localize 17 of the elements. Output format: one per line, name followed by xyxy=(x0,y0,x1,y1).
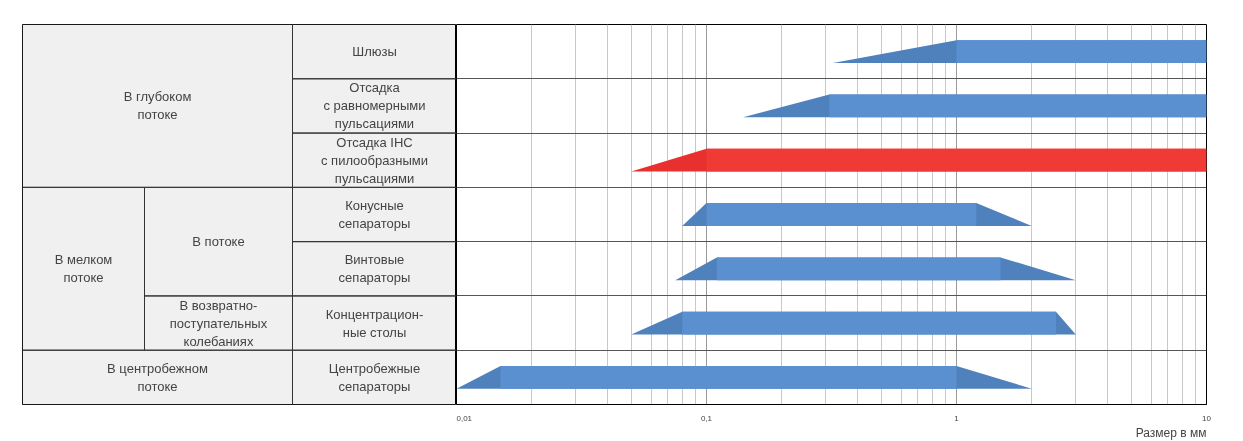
text: В возвратно- поступательных колебаниях xyxy=(169,297,268,349)
text: В потоке xyxy=(192,234,245,250)
y-tick-label: Конусные сепараторы xyxy=(338,198,411,231)
x-tick-label: 10 xyxy=(1202,413,1212,423)
text: В мелком потоке xyxy=(54,252,113,286)
y-tick-label: Концентрацион- ные столы xyxy=(325,306,424,340)
x-tick-label: 1 xyxy=(954,413,960,423)
text: В глубоком потоке xyxy=(123,89,192,123)
x-axis-title: Размер в мм xyxy=(1135,425,1207,440)
y-tick-label: Винтовые сепараторы xyxy=(338,252,411,286)
x-tick-label: 0,1 xyxy=(700,413,713,423)
y-tick-label: Шлюзы xyxy=(352,44,397,60)
x-tick-label: 0,01 xyxy=(456,413,473,423)
y-tick-label: Центробежные сепараторы xyxy=(328,360,421,394)
y-tick-label: Отсадка с равномерными пульсациями xyxy=(323,80,426,132)
text: В центробежном потоке xyxy=(107,360,208,394)
y-tick-label: Отсадка IHC с пилообразными пульсациями xyxy=(320,134,429,186)
